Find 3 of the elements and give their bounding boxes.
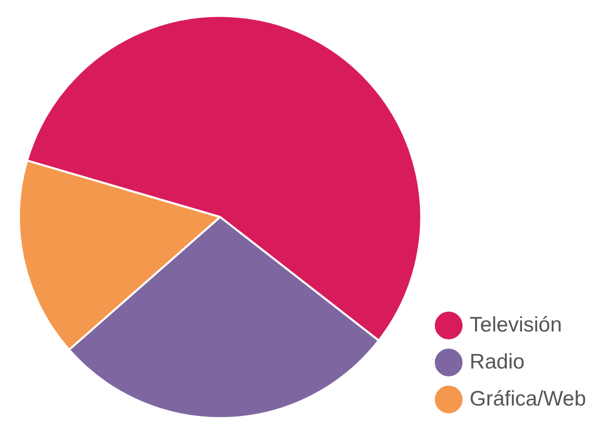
legend-label: Radio [470,350,525,374]
legend-label: Gráfica/Web [470,387,586,410]
legend-label: Televisión [470,313,562,336]
